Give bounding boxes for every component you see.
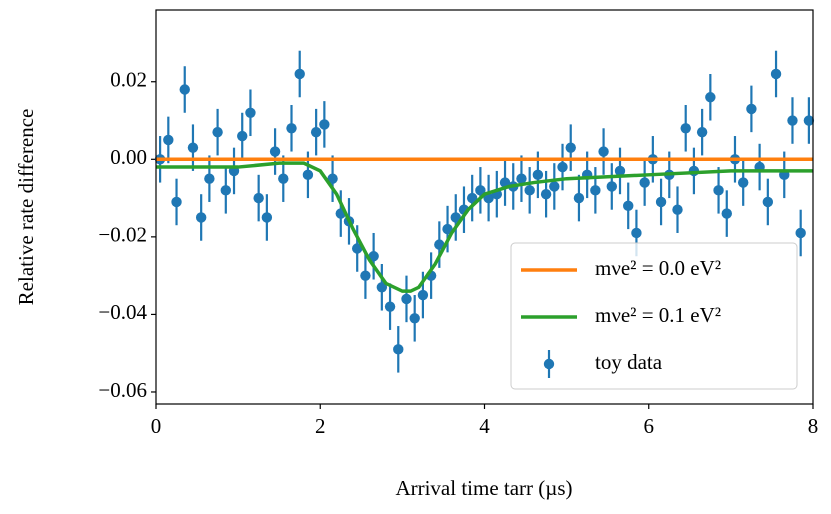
legend-label: toy data xyxy=(595,350,663,374)
data-point xyxy=(466,192,478,204)
data-point xyxy=(590,185,601,196)
data-point xyxy=(549,181,560,192)
legend-box xyxy=(510,242,798,390)
data-point xyxy=(417,289,429,301)
data-point xyxy=(269,146,281,157)
data-point xyxy=(393,344,404,355)
data-point xyxy=(179,84,190,95)
legend-label: mνe² = 0.0 eV² xyxy=(595,256,721,280)
data-point xyxy=(294,68,305,80)
data-point xyxy=(746,103,757,115)
legend-label: mνe² = 0.1 eV² xyxy=(595,303,721,327)
x-tick-label: 6 xyxy=(644,414,655,438)
y-tick-label: 0.00 xyxy=(110,145,147,169)
data-point xyxy=(171,196,182,208)
data-point xyxy=(319,119,330,130)
y-tick-label: −0.02 xyxy=(98,223,147,247)
data-point xyxy=(286,123,297,134)
y-tick-label: −0.06 xyxy=(98,378,147,402)
data-point xyxy=(310,126,322,138)
data-point xyxy=(204,173,215,184)
data-point xyxy=(696,126,708,138)
data-point xyxy=(409,313,420,324)
legend: mνe² = 0.0 eV² mνe² = 0.1 eV² toy data xyxy=(510,242,798,390)
y-axis-label: Relative rate difference xyxy=(14,109,38,306)
data-point xyxy=(434,239,445,250)
data-point xyxy=(770,68,782,80)
data-point xyxy=(195,212,207,223)
data-point xyxy=(565,142,576,153)
x-tick-label: 4 xyxy=(479,414,490,438)
data-point xyxy=(598,146,609,157)
data-point xyxy=(680,123,691,134)
data-point xyxy=(212,126,223,138)
data-point xyxy=(327,173,338,184)
data-point xyxy=(261,212,273,223)
data-point xyxy=(253,192,264,204)
data-point xyxy=(237,130,248,142)
data-point xyxy=(803,115,815,126)
data-point xyxy=(187,142,199,153)
data-point xyxy=(352,243,363,254)
data-point xyxy=(368,251,379,262)
data-point xyxy=(163,134,174,146)
data-point xyxy=(655,196,667,208)
x-tick-label: 0 xyxy=(151,414,162,438)
data-point xyxy=(705,92,716,103)
y-tick-label: −0.04 xyxy=(98,300,147,324)
data-point xyxy=(623,200,634,212)
axes-frame xyxy=(155,9,814,405)
data-point xyxy=(721,208,732,219)
data-point xyxy=(631,227,642,239)
data-point xyxy=(540,189,552,200)
legend-marker xyxy=(543,358,555,370)
data-point xyxy=(376,282,388,293)
data-point xyxy=(762,196,774,208)
data-point xyxy=(573,192,585,204)
data-point xyxy=(302,169,314,181)
model-line xyxy=(156,161,813,293)
data-point xyxy=(220,185,232,196)
data-point xyxy=(475,185,486,196)
data-point xyxy=(614,165,626,177)
data-point xyxy=(606,181,617,192)
data-point xyxy=(532,169,544,181)
data-point xyxy=(713,185,724,196)
data-point xyxy=(442,223,453,235)
x-axis-label: Arrival time tarr (µs) xyxy=(395,476,572,500)
data-point xyxy=(795,227,806,239)
data-point xyxy=(557,161,568,173)
data-point xyxy=(639,177,650,188)
data-point xyxy=(278,173,289,184)
x-tick-label: 2 xyxy=(315,414,326,438)
data-point xyxy=(737,177,749,188)
data-point xyxy=(384,301,396,312)
data-point xyxy=(516,173,527,184)
data-point xyxy=(524,185,535,196)
data-point xyxy=(787,115,798,126)
data-point xyxy=(360,270,371,281)
data-point xyxy=(401,293,412,305)
x-tick-label: 8 xyxy=(808,414,819,438)
data-point xyxy=(672,204,683,215)
data-point xyxy=(245,107,256,118)
y-tick-label: 0.02 xyxy=(110,68,147,92)
data-point xyxy=(450,212,461,223)
